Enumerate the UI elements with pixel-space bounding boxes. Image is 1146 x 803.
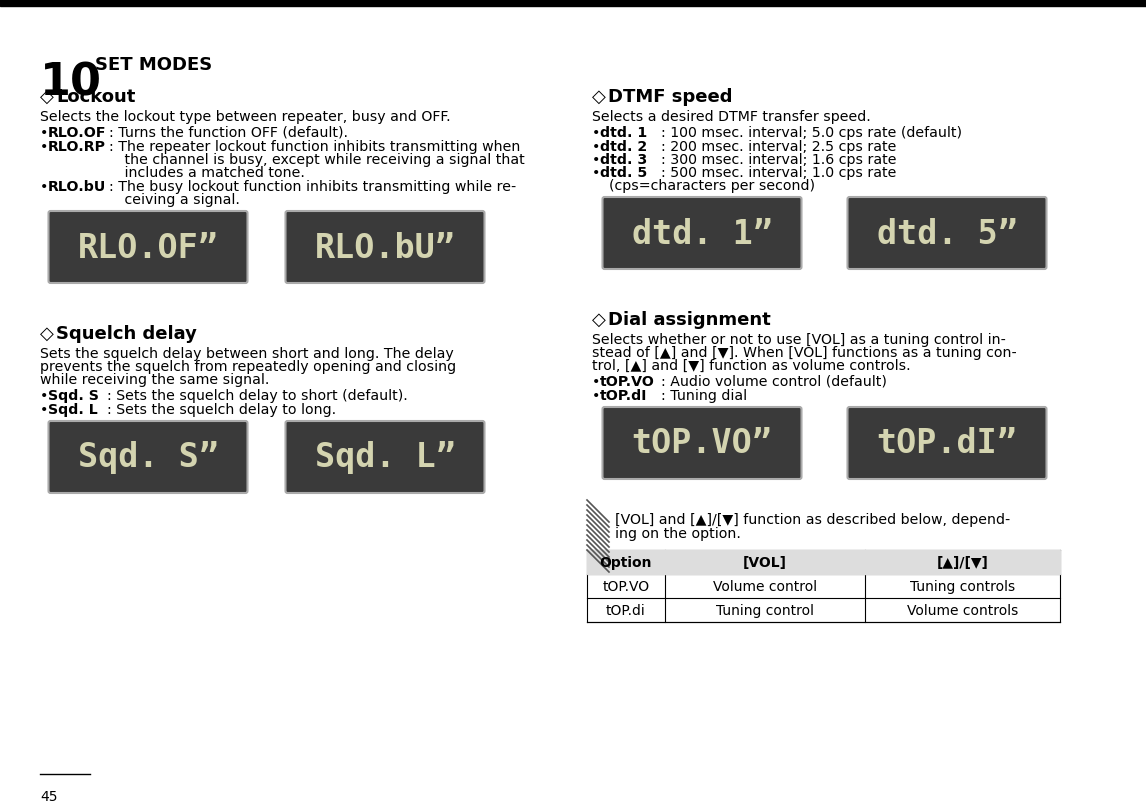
- Text: dtd. 5”: dtd. 5”: [877, 218, 1018, 251]
- Text: prevents the squelch from repeatedly opening and closing: prevents the squelch from repeatedly ope…: [40, 360, 456, 373]
- Text: •: •: [40, 389, 48, 402]
- Text: while receiving the same signal.: while receiving the same signal.: [40, 373, 269, 386]
- FancyBboxPatch shape: [48, 422, 248, 493]
- Text: : The repeater lockout function inhibits transmitting when: : The repeater lockout function inhibits…: [100, 140, 520, 154]
- Text: : 200 msec. interval; 2.5 cps rate: : 200 msec. interval; 2.5 cps rate: [652, 140, 896, 154]
- Text: •: •: [592, 140, 601, 154]
- Text: dtd. 3: dtd. 3: [601, 153, 647, 167]
- Text: tOP.VO: tOP.VO: [603, 579, 650, 593]
- Text: RLO.OF: RLO.OF: [48, 126, 107, 140]
- Text: Tuning control: Tuning control: [716, 603, 814, 618]
- Text: •: •: [592, 389, 601, 402]
- Text: dtd. 5: dtd. 5: [601, 165, 647, 180]
- Text: : 100 msec. interval; 5.0 cps rate (default): : 100 msec. interval; 5.0 cps rate (defa…: [652, 126, 961, 140]
- Text: ceiving a signal.: ceiving a signal.: [102, 193, 240, 206]
- Text: dtd. 2: dtd. 2: [601, 140, 647, 154]
- Text: •: •: [40, 180, 48, 194]
- Text: 10: 10: [40, 62, 102, 105]
- Text: Sqd. L”: Sqd. L”: [314, 441, 455, 474]
- Text: DTMF speed: DTMF speed: [609, 88, 732, 106]
- Text: trol, [▲] and [▼] function as volume controls.: trol, [▲] and [▼] function as volume con…: [592, 359, 911, 373]
- Text: tOP.VO”: tOP.VO”: [631, 427, 772, 460]
- Text: dtd. 1”: dtd. 1”: [631, 218, 772, 251]
- Text: •: •: [592, 165, 601, 180]
- Text: SET MODES: SET MODES: [95, 56, 212, 74]
- Text: RLO.OF”: RLO.OF”: [78, 231, 219, 264]
- FancyBboxPatch shape: [848, 407, 1046, 479]
- Text: RLO.bU: RLO.bU: [48, 180, 107, 194]
- Text: [VOL] and [▲]/[▼] function as described below, depend-: [VOL] and [▲]/[▼] function as described …: [615, 512, 1011, 526]
- Text: ◇: ◇: [592, 88, 606, 106]
- Text: tOP.dI”: tOP.dI”: [877, 427, 1018, 460]
- Text: Sets the squelch delay between short and long. The delay: Sets the squelch delay between short and…: [40, 347, 454, 361]
- Text: 45: 45: [40, 789, 57, 803]
- Text: •: •: [40, 140, 48, 154]
- Text: ◇: ◇: [40, 324, 54, 343]
- Text: ◇: ◇: [40, 88, 54, 106]
- Text: Volume control: Volume control: [713, 579, 817, 593]
- Text: Dial assignment: Dial assignment: [609, 311, 771, 328]
- Text: (cps=characters per second): (cps=characters per second): [601, 179, 815, 193]
- Text: : Tuning dial: : Tuning dial: [652, 389, 747, 402]
- Bar: [587, 550, 1060, 574]
- Text: Selects the lockout type between repeater, busy and OFF.: Selects the lockout type between repeate…: [40, 110, 450, 124]
- Text: Tuning controls: Tuning controls: [910, 579, 1015, 593]
- Text: : Turns the function OFF (default).: : Turns the function OFF (default).: [100, 126, 348, 140]
- Text: : 300 msec. interval; 1.6 cps rate: : 300 msec. interval; 1.6 cps rate: [652, 153, 896, 167]
- Text: •: •: [592, 126, 601, 140]
- Text: : The busy lockout function inhibits transmitting while re-: : The busy lockout function inhibits tra…: [100, 180, 516, 194]
- Text: [VOL]: [VOL]: [743, 556, 787, 569]
- Text: Squelch delay: Squelch delay: [56, 324, 197, 343]
- Text: •: •: [592, 374, 601, 389]
- FancyBboxPatch shape: [285, 422, 485, 493]
- Text: includes a matched tone.: includes a matched tone.: [102, 165, 305, 180]
- Text: RLO.RP: RLO.RP: [48, 140, 105, 154]
- Text: : Audio volume control (default): : Audio volume control (default): [652, 374, 887, 389]
- FancyBboxPatch shape: [603, 198, 801, 270]
- Text: [▲]/[▼]: [▲]/[▼]: [936, 556, 989, 569]
- Text: : Sets the squelch delay to short (default).: : Sets the squelch delay to short (defau…: [99, 389, 408, 402]
- FancyBboxPatch shape: [603, 407, 801, 479]
- Text: stead of [▲] and [▼]. When [VOL] functions as a tuning con-: stead of [▲] and [▼]. When [VOL] functio…: [592, 345, 1017, 360]
- Text: Selects whether or not to use [VOL] as a tuning control in-: Selects whether or not to use [VOL] as a…: [592, 332, 1006, 347]
- Text: Selects a desired DTMF transfer speed.: Selects a desired DTMF transfer speed.: [592, 110, 871, 124]
- Text: : 500 msec. interval; 1.0 cps rate: : 500 msec. interval; 1.0 cps rate: [652, 165, 896, 180]
- Text: Option: Option: [599, 556, 652, 569]
- Bar: [0, 0, 1146, 7]
- FancyBboxPatch shape: [848, 198, 1046, 270]
- FancyBboxPatch shape: [48, 212, 248, 283]
- Text: : Sets the squelch delay to long.: : Sets the squelch delay to long.: [99, 402, 336, 417]
- Text: tOP.VO: tOP.VO: [601, 374, 654, 389]
- Text: Sqd. S: Sqd. S: [48, 389, 99, 402]
- Text: tOP.dI: tOP.dI: [601, 389, 647, 402]
- Text: •: •: [40, 402, 48, 417]
- Text: •: •: [40, 126, 48, 140]
- Text: ◇: ◇: [592, 311, 606, 328]
- Text: Sqd. L: Sqd. L: [48, 402, 97, 417]
- Text: Volume controls: Volume controls: [906, 603, 1018, 618]
- Text: the channel is busy, except while receiving a signal that: the channel is busy, except while receiv…: [102, 153, 525, 167]
- Text: RLO.bU”: RLO.bU”: [314, 231, 455, 264]
- Text: Lockout: Lockout: [56, 88, 135, 106]
- Text: dtd. 1: dtd. 1: [601, 126, 647, 140]
- Text: tOP.di: tOP.di: [606, 603, 646, 618]
- Text: Sqd. S”: Sqd. S”: [78, 441, 219, 474]
- Text: •: •: [592, 153, 601, 167]
- FancyBboxPatch shape: [285, 212, 485, 283]
- Text: ing on the option.: ing on the option.: [615, 526, 740, 540]
